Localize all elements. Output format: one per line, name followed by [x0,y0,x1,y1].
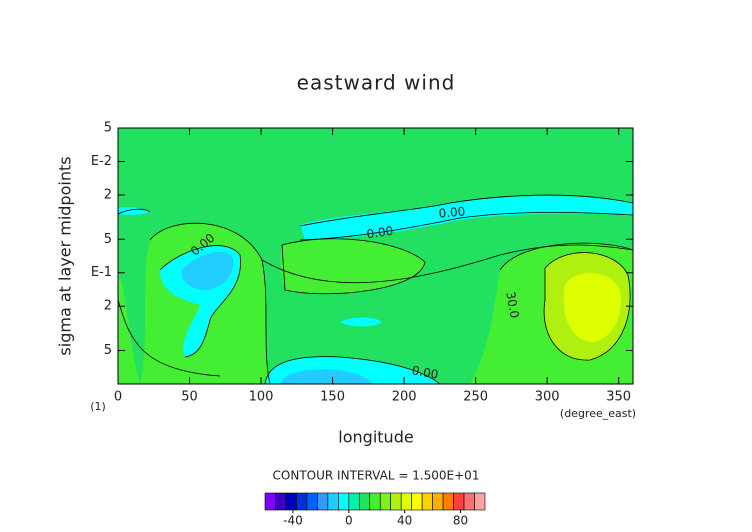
colorbar-cell [463,492,475,511]
colorbar-tick-label: 40 [397,514,412,528]
x-unit: (degree_east) [560,407,636,420]
contour-region [181,251,234,291]
colorbar-cell [390,492,402,511]
y-tick-label: 5 [104,343,112,358]
colorbar-cell [327,492,339,511]
contour-label: 0.00 [366,224,394,242]
colorbar-cell [432,492,444,511]
x-tick-label: 250 [463,390,488,405]
colorbar-cell [379,492,392,511]
contour-label: 0.00 [411,363,440,381]
y-tick-label: 2 [104,187,112,202]
contour-line [543,252,631,361]
x-tick-label: 350 [606,390,631,405]
colorbar-cell [285,492,297,511]
x-tick-label: 150 [320,390,345,405]
contour-line [299,211,633,241]
x-tick-label: 300 [535,390,560,405]
contour-line [118,299,221,377]
colorbar-tick-label: -40 [283,514,303,528]
colorbar-cell [442,492,454,511]
contour-line [149,222,271,384]
colorbar-cell [317,492,329,511]
contour-line [118,208,151,215]
colorbar-cell [400,492,412,511]
colorbar-cell [275,492,287,511]
chart-title: eastward wind [297,71,456,95]
plot-area [118,128,633,384]
colorbar-tick-label: 80 [453,514,468,528]
contour-line [261,244,633,284]
y-tick-label: 2 [104,299,112,314]
y-tick-label: 5 [104,121,112,136]
colorbar-cell [474,492,486,511]
colorbar-cell [306,492,318,511]
colorbar-cell [421,492,433,511]
contour-region [300,196,633,240]
contour-region [340,317,382,327]
contour-region [118,270,140,384]
colorbar-cell [296,492,308,511]
contour-label: 0.00 [438,204,466,220]
contour-line [499,242,633,271]
y-tick-label: E-1 [91,265,112,280]
x-tick-label: 100 [249,390,274,405]
contour-region [280,238,425,294]
contour-region [280,369,372,384]
contour-label: 30.0 [503,291,521,320]
colorbar-cell [358,492,371,511]
y-axis-label: sigma at layer midpoints [56,156,75,355]
colorbar-cell [338,492,350,511]
x-axis-label: longitude [338,428,413,447]
y-tick-label: 5 [104,232,112,247]
colorbar-cell [348,492,360,511]
contour-region [563,272,622,342]
y-tick-label: E-2 [91,154,112,169]
contour-line [281,238,426,295]
colorbar-cell [411,492,423,511]
contour-line [159,245,241,358]
colorbar-title: CONTOUR INTERVAL = 1.500E+01 [273,469,480,483]
y-unit: (1) [90,400,106,413]
x-tick-label: 50 [181,390,198,405]
plot-frame [117,127,634,385]
x-tick-label: 0 [114,390,122,405]
contour-line [299,194,633,227]
x-tick-label: 200 [392,390,417,405]
contour-line [264,356,441,384]
colorbar-cell [453,492,465,511]
colorbar-tick-label: 0 [345,514,353,528]
colorbar-cell [369,492,381,511]
colorbar-cell [264,492,276,511]
